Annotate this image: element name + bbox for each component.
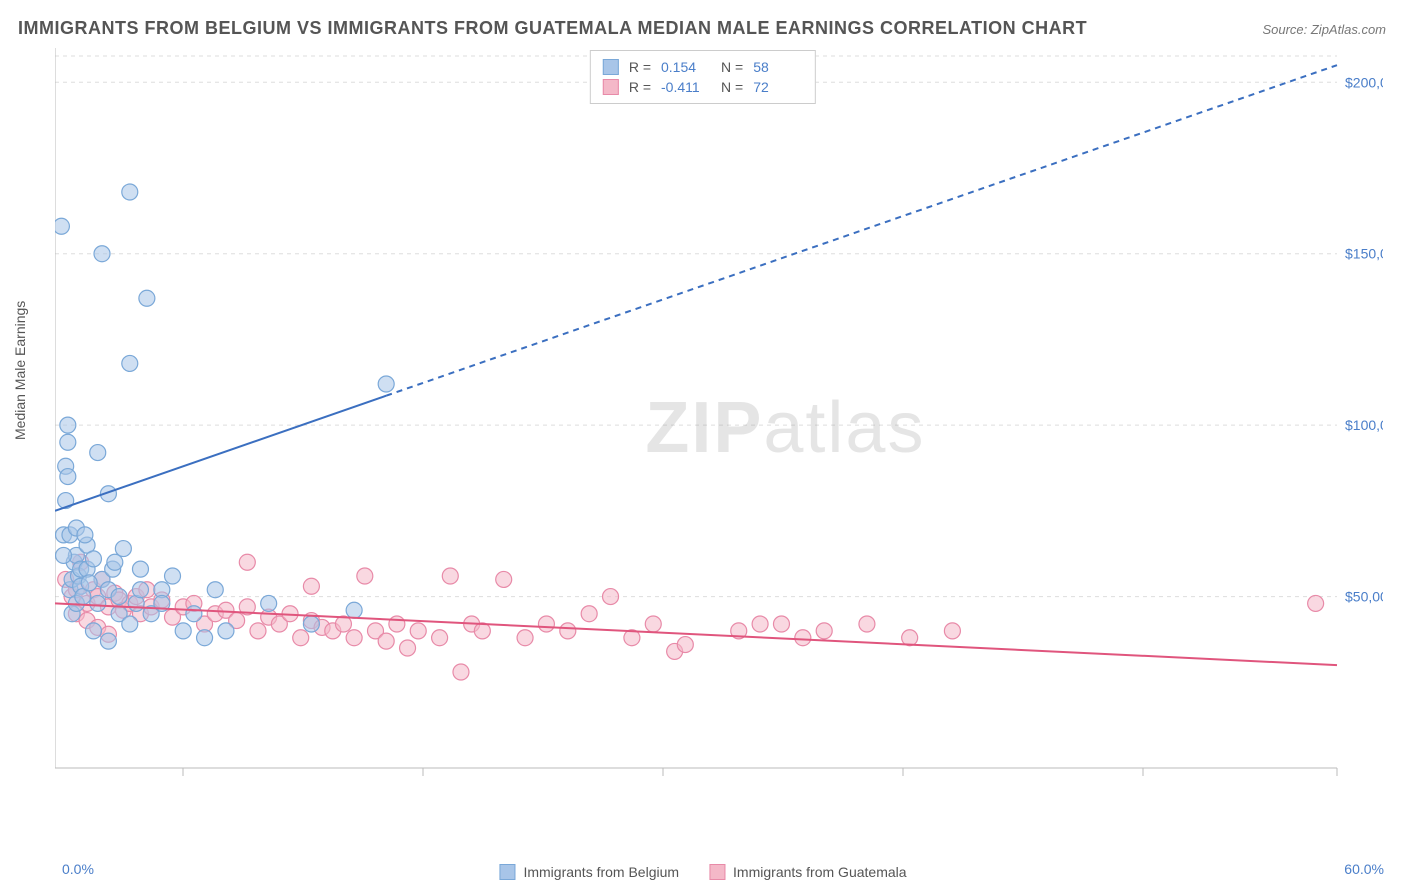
legend-label-guatemala: Immigrants from Guatemala <box>733 864 907 880</box>
scatter-plot: $50,000$100,000$150,000$200,000 ZIPatlas <box>55 48 1383 808</box>
series-legend: Immigrants from Belgium Immigrants from … <box>499 864 906 880</box>
correlation-legend: R = 0.154 N = 58 R = -0.411 N = 72 <box>590 50 816 104</box>
n-value-guatemala: 72 <box>753 79 803 95</box>
legend-swatch-guatemala <box>709 864 725 880</box>
y-axis-label: Median Male Earnings <box>12 301 28 440</box>
chart-svg: $50,000 $100,000 $150,000 $200,000 <box>55 48 1383 808</box>
svg-text:$200,000: $200,000 <box>1345 74 1383 90</box>
r-label: R = <box>629 59 651 75</box>
swatch-belgium <box>603 59 619 75</box>
r-label: R = <box>629 79 651 95</box>
source-label: Source: ZipAtlas.com <box>1262 22 1386 37</box>
n-value-belgium: 58 <box>753 59 803 75</box>
correlation-row-guatemala: R = -0.411 N = 72 <box>603 77 803 97</box>
legend-item-guatemala: Immigrants from Guatemala <box>709 864 907 880</box>
correlation-row-belgium: R = 0.154 N = 58 <box>603 57 803 77</box>
n-label: N = <box>721 79 743 95</box>
x-axis-min-label: 0.0% <box>62 861 94 877</box>
x-axis-max-label: 60.0% <box>1344 861 1384 877</box>
legend-label-belgium: Immigrants from Belgium <box>523 864 679 880</box>
chart-title: IMMIGRANTS FROM BELGIUM VS IMMIGRANTS FR… <box>18 18 1087 39</box>
svg-text:$50,000: $50,000 <box>1345 589 1383 605</box>
svg-text:$150,000: $150,000 <box>1345 246 1383 262</box>
legend-item-belgium: Immigrants from Belgium <box>499 864 679 880</box>
r-value-belgium: 0.154 <box>661 59 711 75</box>
r-value-guatemala: -0.411 <box>661 79 711 95</box>
legend-swatch-belgium <box>499 864 515 880</box>
n-label: N = <box>721 59 743 75</box>
svg-text:$100,000: $100,000 <box>1345 417 1383 433</box>
swatch-guatemala <box>603 79 619 95</box>
